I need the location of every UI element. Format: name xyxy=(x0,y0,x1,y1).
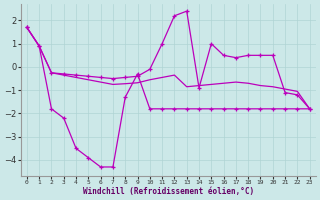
X-axis label: Windchill (Refroidissement éolien,°C): Windchill (Refroidissement éolien,°C) xyxy=(83,187,254,196)
